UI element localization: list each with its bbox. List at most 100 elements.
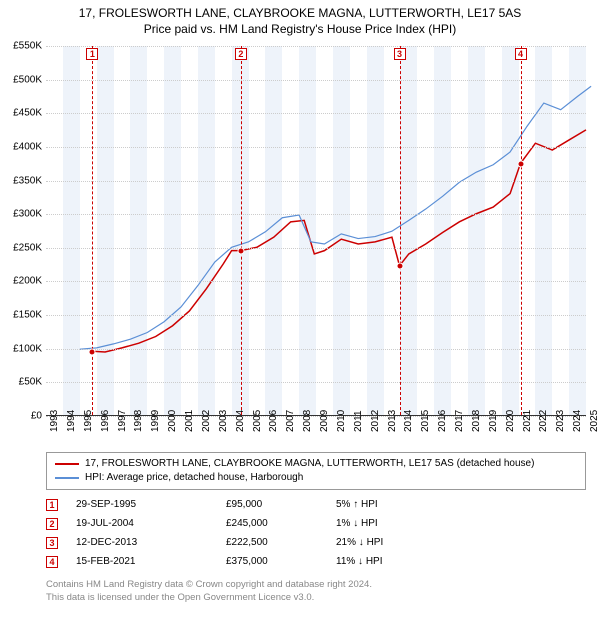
sale-marker-dot [237,248,244,255]
x-tick-label: 2008 [302,410,313,432]
grid-line [46,80,586,81]
sale-marker-line [92,46,93,415]
sale-date: 19-JUL-2004 [76,518,226,529]
legend-label: HPI: Average price, detached house, Harb… [85,471,303,485]
title-line-2: Price paid vs. HM Land Registry's House … [10,22,590,36]
sale-marker-dot [517,160,524,167]
x-tick-label: 2022 [538,410,549,432]
sale-hpi-diff: 11% ↓ HPI [336,556,456,567]
y-tick-label: £300K [2,209,42,220]
x-tick-label: 1993 [49,410,60,432]
chart-legend: 17, FROLESWORTH LANE, CLAYBROOKE MAGNA, … [46,452,586,490]
sale-row-badge: 3 [46,537,58,549]
x-tick-label: 2023 [555,410,566,432]
grid-line [46,147,586,148]
x-tick-label: 2002 [201,410,212,432]
sale-marker-badge: 3 [394,48,406,60]
y-tick-label: £150K [2,310,42,321]
x-tick-label: 2024 [572,410,583,432]
x-tick-label: 2015 [420,410,431,432]
x-tick-label: 2005 [252,410,263,432]
x-tick-label: 2012 [370,410,381,432]
sale-hpi-diff: 1% ↓ HPI [336,518,456,529]
x-tick-label: 1999 [150,410,161,432]
sale-marker-dot [396,263,403,270]
x-tick-label: 2025 [589,410,600,432]
legend-item: 17, FROLESWORTH LANE, CLAYBROOKE MAGNA, … [55,457,577,471]
x-tick-label: 2010 [336,410,347,432]
sale-row-badge: 2 [46,518,58,530]
sale-hpi-diff: 21% ↓ HPI [336,537,456,548]
sale-price: £245,000 [226,518,336,529]
sale-row: 1 29-SEP-1995£95,0005% ↑ HPI [46,495,586,514]
grid-line [46,281,586,282]
x-tick-label: 2014 [403,410,414,432]
sale-date: 29-SEP-1995 [76,499,226,510]
sale-row-badge: 4 [46,556,58,568]
footnote: Contains HM Land Registry data © Crown c… [46,578,586,604]
title-line-1: 17, FROLESWORTH LANE, CLAYBROOKE MAGNA, … [10,6,590,20]
x-tick-label: 1996 [100,410,111,432]
sale-price: £222,500 [226,537,336,548]
sale-hpi-diff: 5% ↑ HPI [336,499,456,510]
sale-marker-badge: 1 [86,48,98,60]
y-tick-label: £200K [2,276,42,287]
y-tick-label: £0 [2,411,42,422]
sale-row: 4 15-FEB-2021£375,00011% ↓ HPI [46,552,586,571]
grid-line [46,248,586,249]
y-tick-label: £350K [2,175,42,186]
grid-line [46,113,586,114]
sale-price: £375,000 [226,556,336,567]
grid-line [46,181,586,182]
grid-line [46,315,586,316]
sale-marker-dot [89,349,96,356]
sale-date: 12-DEC-2013 [76,537,226,548]
x-tick-label: 2006 [268,410,279,432]
y-tick-label: £400K [2,141,42,152]
y-tick-label: £50K [2,377,42,388]
y-tick-label: £500K [2,74,42,85]
sale-date: 15-FEB-2021 [76,556,226,567]
x-tick-label: 2016 [437,410,448,432]
grid-line [46,214,586,215]
sale-row-badge: 1 [46,499,58,511]
x-tick-label: 2000 [167,410,178,432]
sale-price: £95,000 [226,499,336,510]
series-line [92,130,586,352]
x-tick-label: 2020 [505,410,516,432]
x-tick-label: 1998 [133,410,144,432]
series-line [80,86,591,349]
footnote-line-1: Contains HM Land Registry data © Crown c… [46,578,586,591]
footnote-line-2: This data is licensed under the Open Gov… [46,591,586,604]
legend-item: HPI: Average price, detached house, Harb… [55,471,577,485]
sales-table: 129-SEP-1995£95,0005% ↑ HPI219-JUL-2004£… [46,495,586,571]
x-tick-label: 2011 [353,410,364,432]
chart-svg [46,46,586,415]
x-tick-label: 2003 [218,410,229,432]
x-tick-label: 2017 [454,410,465,432]
y-tick-label: £550K [2,41,42,52]
sale-marker-line [521,46,522,415]
y-tick-label: £100K [2,343,42,354]
sale-marker-line [241,46,242,415]
x-tick-label: 1994 [66,410,77,432]
y-tick-label: £450K [2,108,42,119]
x-tick-label: 1997 [117,410,128,432]
x-tick-label: 2001 [184,410,195,432]
sale-marker-line [400,46,401,415]
grid-line [46,349,586,350]
x-tick-label: 2018 [471,410,482,432]
sale-marker-badge: 2 [235,48,247,60]
sale-marker-badge: 4 [515,48,527,60]
x-tick-label: 2019 [488,410,499,432]
legend-swatch [55,477,79,479]
grid-line [46,382,586,383]
sale-row: 3 12-DEC-2013£222,50021% ↓ HPI [46,533,586,552]
sale-row: 2 19-JUL-2004£245,0001% ↓ HPI [46,514,586,533]
legend-label: 17, FROLESWORTH LANE, CLAYBROOKE MAGNA, … [85,457,534,471]
x-tick-label: 2021 [522,410,533,432]
x-tick-label: 2009 [319,410,330,432]
grid-line [46,46,586,47]
x-tick-label: 2013 [387,410,398,432]
x-tick-label: 2007 [285,410,296,432]
